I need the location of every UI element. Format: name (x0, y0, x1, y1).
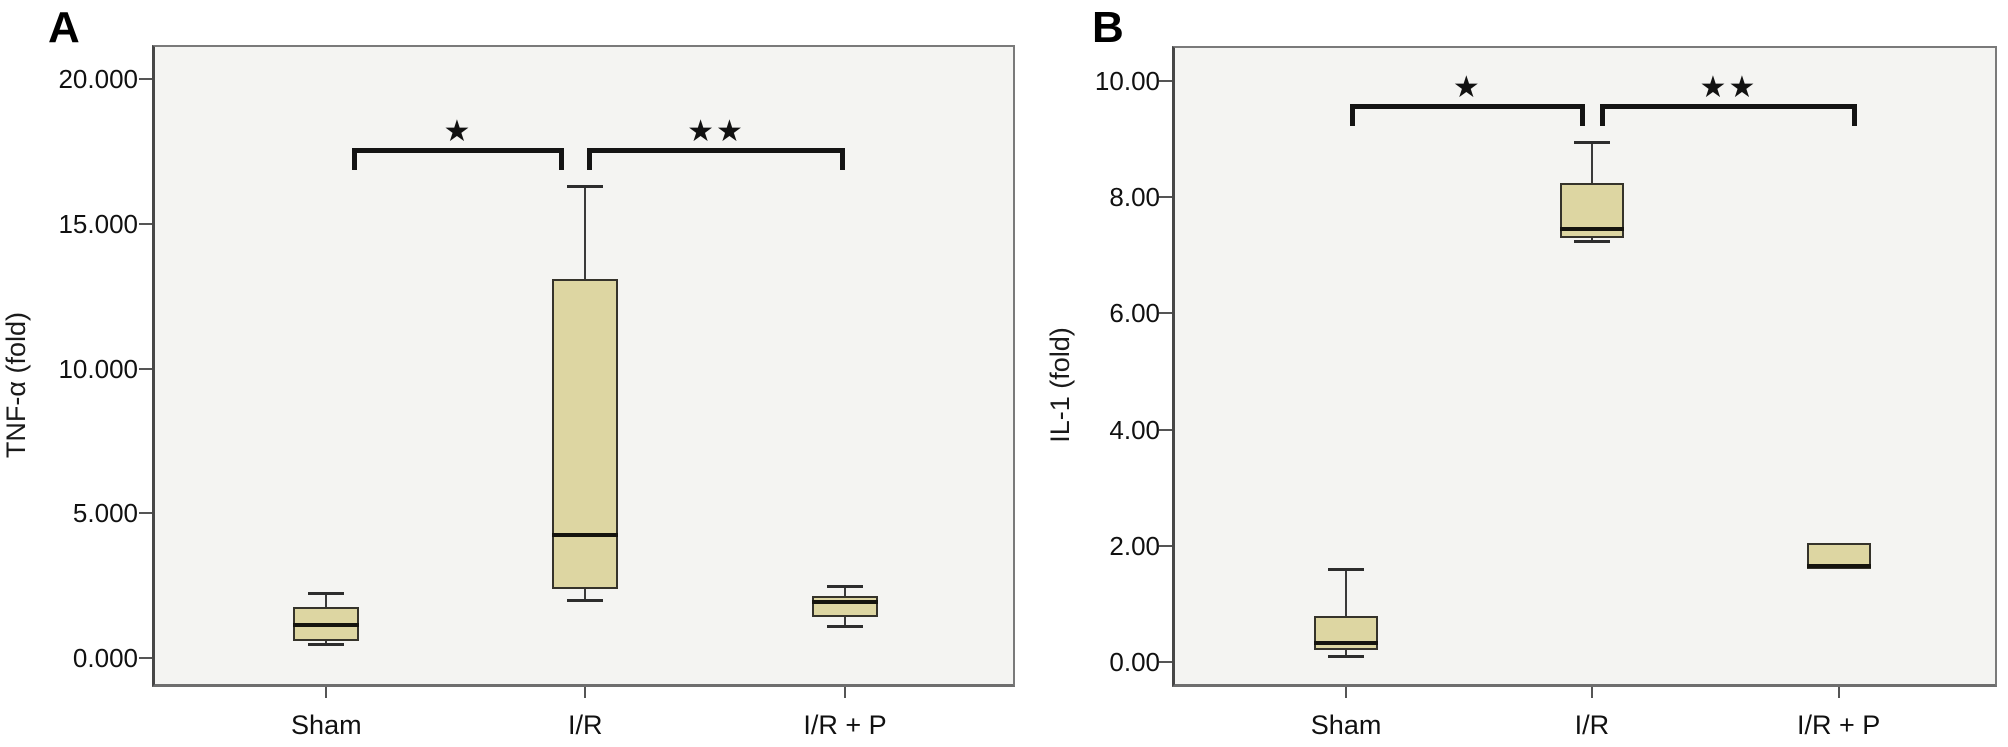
x-axis-tick (1837, 687, 1840, 698)
boxplot-upper-whisker-cap (567, 185, 604, 189)
x-axis-tick (1590, 687, 1593, 698)
significance-bracket-bar (1600, 104, 1857, 109)
boxplot-upper-whisker-cap (826, 584, 863, 588)
y-tick-label: 4.00 (1109, 414, 1160, 445)
significance-stars: ★★ (687, 115, 745, 148)
boxplot-upper-whisker (843, 585, 846, 596)
x-category-label: I/R + P (803, 710, 887, 740)
boxplot-median (1559, 227, 1624, 232)
significance-bracket-right-end (1579, 104, 1585, 126)
x-category-label: I/R (567, 710, 603, 740)
x-category-label: I/R + P (1796, 710, 1881, 740)
y-axis-tick (139, 512, 152, 515)
boxplot-lower-whisker-cap (567, 599, 604, 603)
boxplot-upper-whisker (325, 592, 328, 608)
y-tick-label: 10.00 (1094, 66, 1160, 96)
y-axis-tick (1159, 312, 1172, 315)
significance-stars: ★ (1452, 71, 1482, 104)
x-axis-tick (1345, 687, 1348, 698)
y-axis-tick (1159, 196, 1172, 199)
boxplot-box (552, 278, 619, 589)
x-category-label: Sham (1310, 710, 1382, 740)
significance-bracket-left-end (1600, 104, 1606, 126)
y-axis-tick (1159, 661, 1172, 663)
boxplot-upper-whisker-cap (1573, 141, 1610, 144)
boxplot-upper-whisker (1590, 142, 1593, 183)
y-tick-label: 5.000 (72, 498, 138, 529)
boxplot-lower-whisker (1590, 237, 1593, 241)
boxplot-upper-whisker-cap (308, 591, 345, 595)
boxplot-box (1314, 615, 1379, 651)
x-axis-tick (584, 687, 587, 698)
y-tick-label: 8.00 (1109, 182, 1160, 213)
y-tick-label: 20.000 (58, 64, 138, 94)
boxplot-upper-whisker-cap (1328, 568, 1365, 572)
y-axis-tick (1159, 80, 1172, 82)
significance-bracket-bar (1350, 104, 1585, 109)
boxplot-lower-whisker-cap (1328, 655, 1365, 659)
boxplot-lower-whisker (843, 617, 846, 627)
y-tick-label: 0.000 (72, 643, 138, 673)
significance-bracket-left-end (352, 148, 358, 170)
significance-bracket-left-end (586, 148, 592, 170)
y-axis-tick (1159, 428, 1172, 431)
significance-stars: ★ (443, 115, 473, 148)
boxplot-median (552, 532, 619, 537)
panel-letter: A (48, 3, 80, 52)
y-tick-label: 10.000 (58, 353, 138, 384)
boxplot-lower-whisker-cap (826, 625, 863, 629)
significance-bracket-bar (352, 148, 564, 153)
boxplot-lower-whisker-cap (1573, 239, 1610, 243)
boxplot-median (1314, 640, 1379, 645)
boxplot-upper-whisker (584, 186, 587, 279)
y-axis-tick (139, 657, 152, 659)
y-axis-title: TNF-α (fold) (1, 311, 31, 459)
boxplot-median (811, 599, 878, 604)
x-category-label: I/R (1574, 710, 1610, 740)
boxplot-lower-whisker-cap (308, 642, 345, 646)
boxplot-median (293, 622, 360, 627)
significance-bracket-right-end (558, 148, 564, 170)
boxplot-lower-whisker (1345, 650, 1348, 657)
panel-letter: B (1092, 3, 1124, 52)
significance-bracket-right-end (839, 148, 845, 170)
significance-bracket-left-end (1350, 104, 1356, 126)
y-axis-tick (139, 78, 152, 80)
x-axis-tick (325, 687, 328, 698)
y-axis-title: IL-1 (fold) (1045, 327, 1075, 443)
boxplot-lower-whisker (584, 588, 587, 601)
x-axis-tick (843, 687, 846, 698)
y-axis-tick (139, 367, 152, 370)
significance-stars: ★★ (1699, 71, 1758, 104)
y-tick-label: 15.000 (58, 208, 138, 239)
boxplot-lower-whisker (325, 640, 328, 644)
y-tick-label: 6.00 (1109, 298, 1160, 329)
y-axis-tick (1159, 544, 1172, 547)
y-axis-tick (139, 222, 152, 225)
significance-bracket-right-end (1851, 104, 1857, 126)
plot-area (1172, 46, 1997, 687)
y-tick-label: 2.00 (1109, 530, 1160, 561)
boxplot-median (1806, 564, 1871, 569)
y-tick-label: 0.00 (1109, 647, 1160, 677)
boxplot-upper-whisker (1345, 569, 1348, 616)
x-category-label: Sham (291, 710, 362, 740)
significance-bracket-bar (586, 148, 845, 153)
